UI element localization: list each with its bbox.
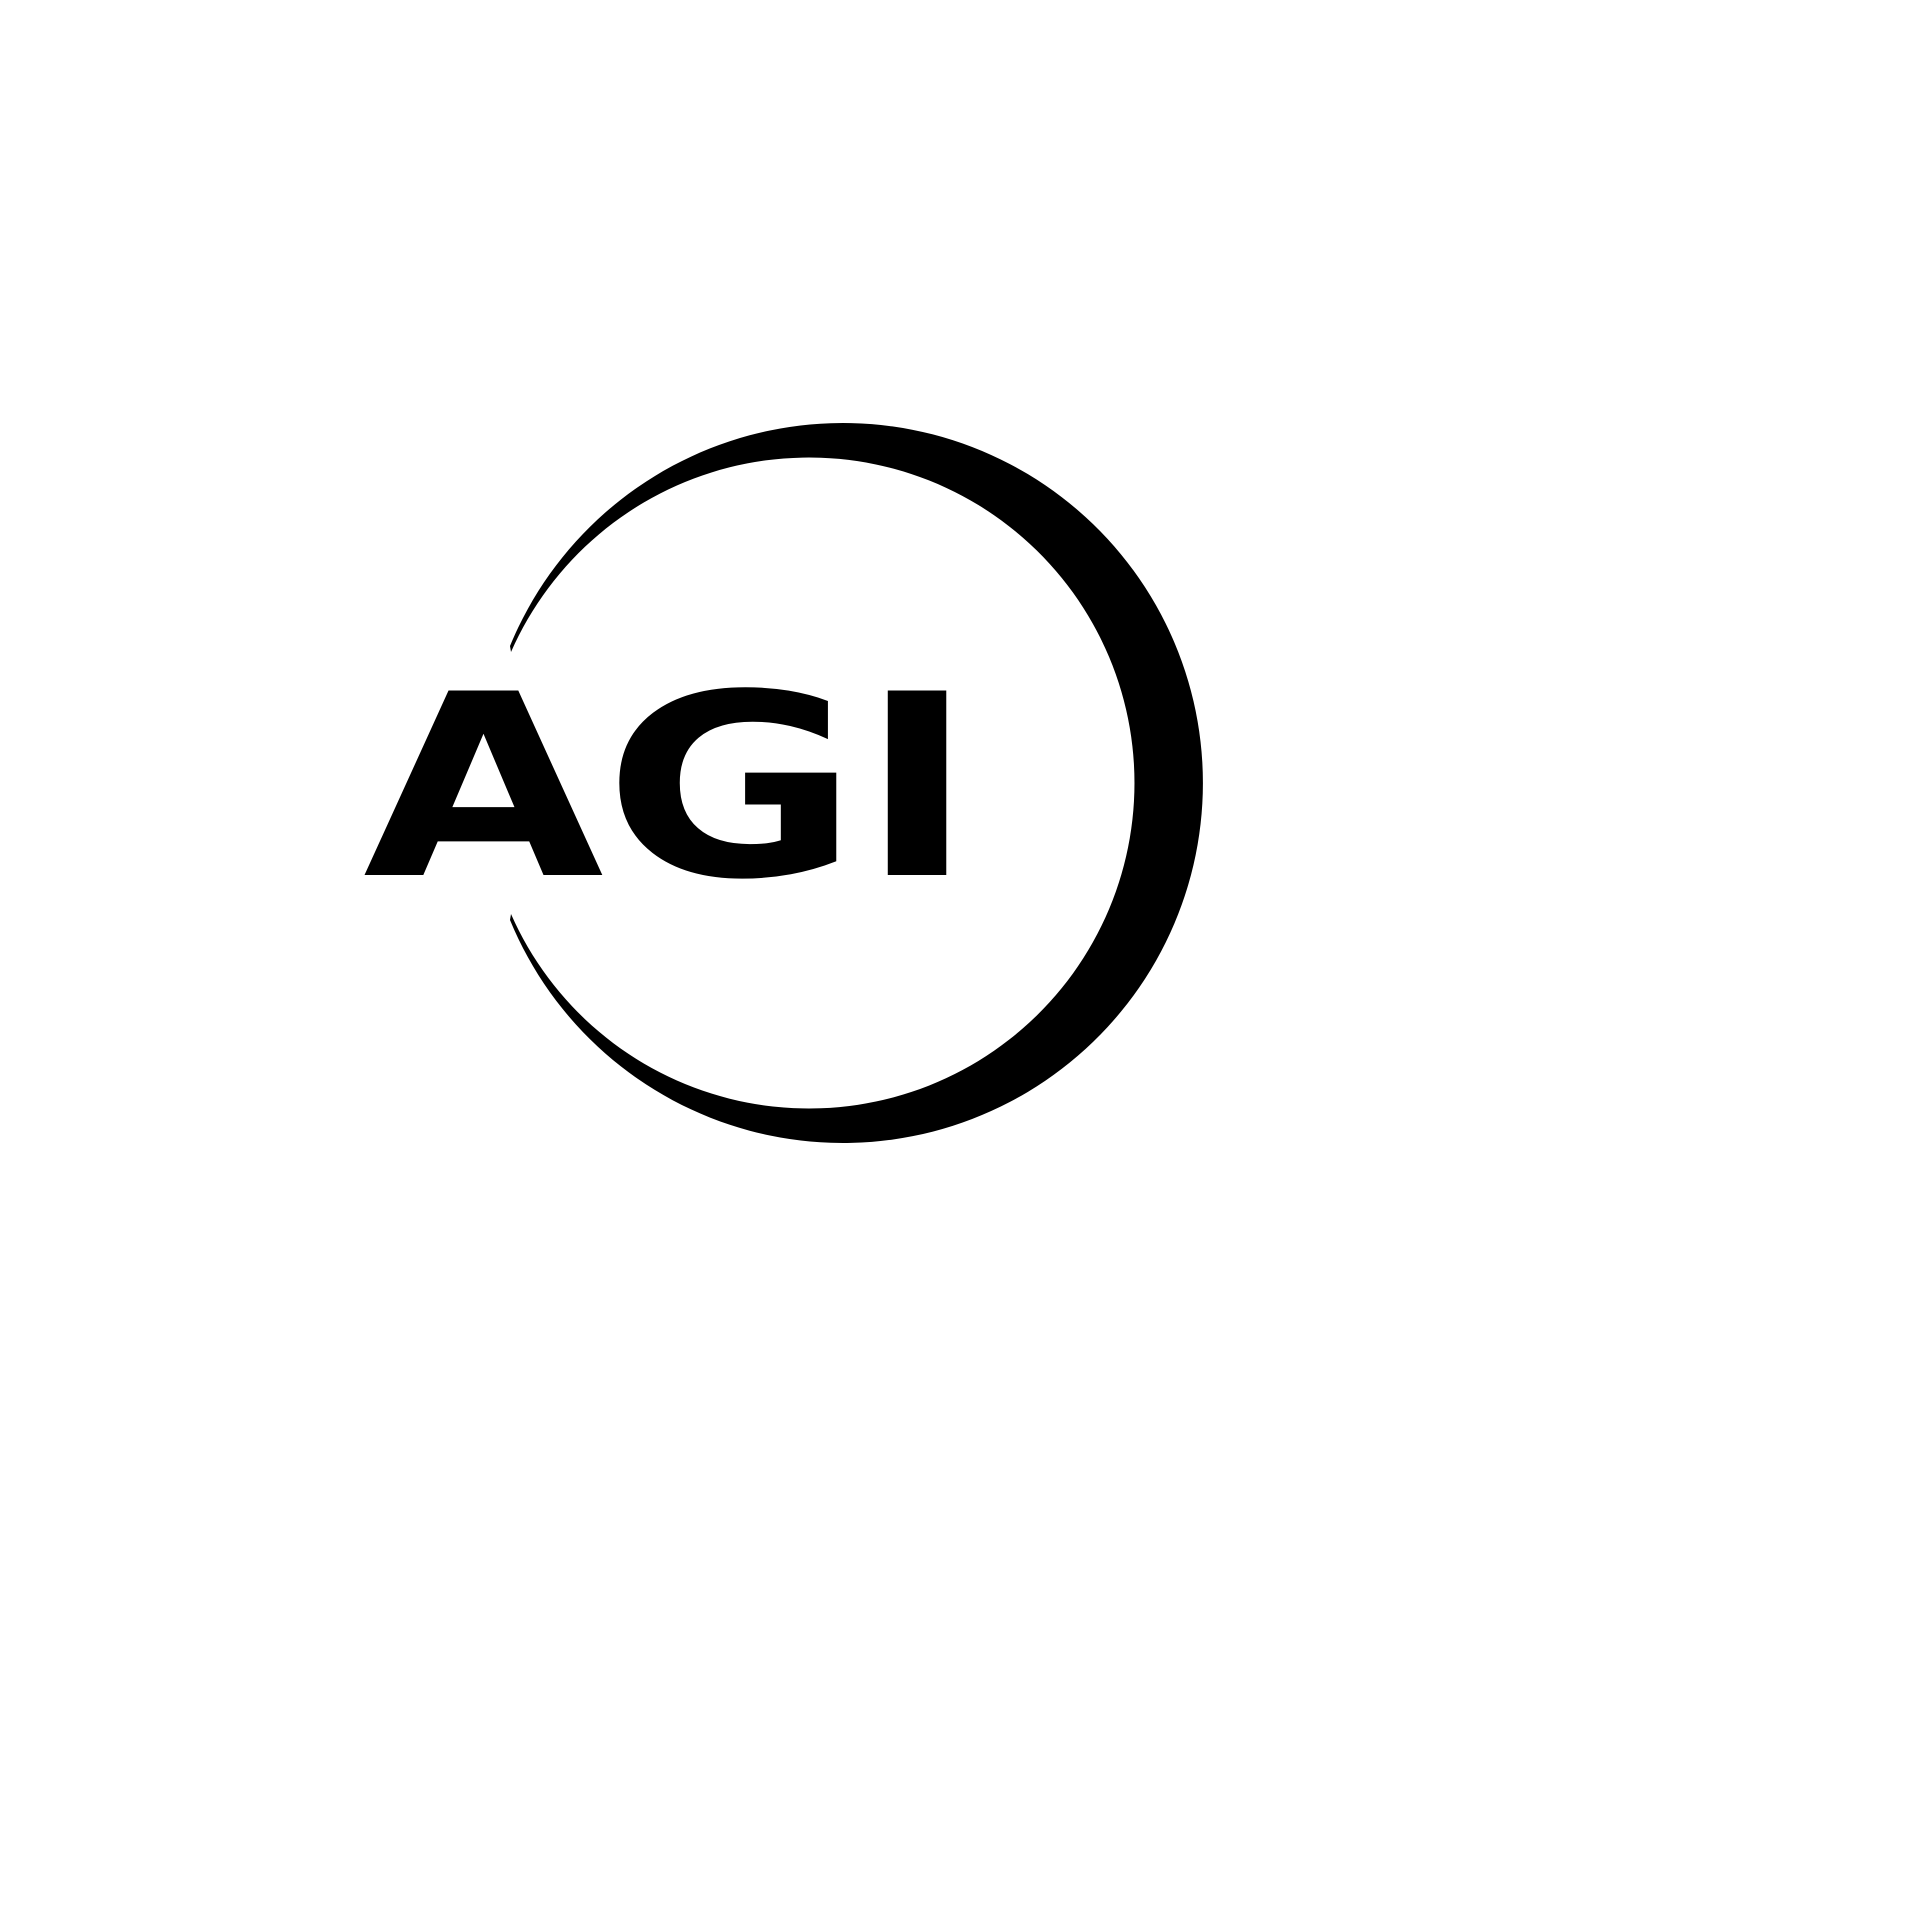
logo-text: AGI (363, 640, 975, 935)
